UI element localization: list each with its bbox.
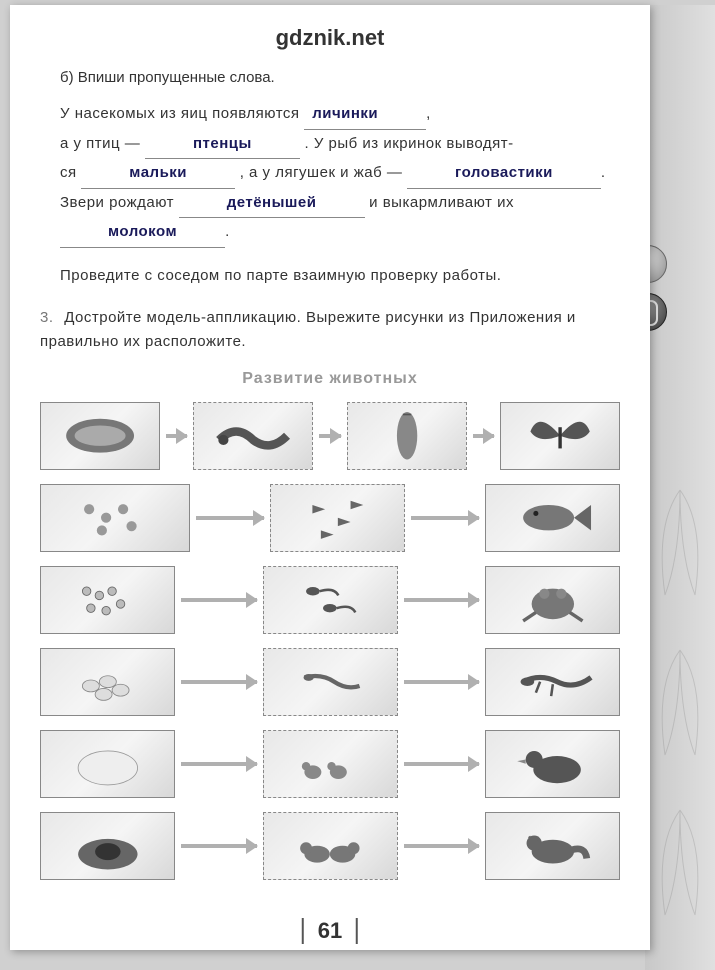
answer-2: птенцы: [185, 130, 260, 160]
blank: [386, 100, 426, 130]
site-header: gdznik.net: [40, 25, 620, 51]
answer-3: мальки: [121, 159, 195, 189]
stage-fox: [485, 812, 620, 880]
stage-frog-eggs: [40, 566, 175, 634]
diagram-row: [40, 728, 620, 800]
arrow-icon: [473, 434, 494, 438]
diagram-row: [40, 646, 620, 718]
blank: [185, 218, 225, 248]
task-3-text: Достройте модель-аппликацию. Вырежите ри…: [40, 309, 576, 350]
task-b-label: б) Впиши пропущенные слова.: [40, 69, 620, 86]
side-decoration: [645, 5, 715, 970]
answer-1: личинки: [304, 100, 386, 130]
fill-in-paragraph: У насекомых из яиц появляются личинки , …: [40, 100, 620, 248]
stage-fox-cubs: [263, 812, 398, 880]
diagram-row: [40, 564, 620, 636]
stage-butterfly: [500, 402, 620, 470]
stage-fish-eggs: [40, 484, 190, 552]
diagram-title: Развитие животных: [40, 370, 620, 388]
arrow-icon: [181, 844, 257, 848]
stage-lizard-eggs: [40, 648, 175, 716]
development-diagram: [40, 400, 620, 882]
arrow-icon: [319, 434, 340, 438]
blank: [60, 218, 100, 248]
stage-butterfly-eggs: [40, 402, 160, 470]
answer-4: головастики: [447, 159, 561, 189]
stage-fox-den: [40, 812, 175, 880]
text-fragment: Звери рождают: [60, 194, 174, 211]
text-fragment: , а у лягушек и жаб —: [240, 164, 403, 181]
arrow-icon: [404, 598, 480, 602]
arrow-icon: [404, 844, 480, 848]
blank: [195, 159, 235, 189]
blank: [561, 159, 601, 189]
diagram-row: [40, 482, 620, 554]
blank: [81, 159, 121, 189]
blank: [407, 159, 447, 189]
text-fragment: . У рыб из икринок выводят-: [305, 135, 514, 152]
answer-5: детёнышей: [219, 189, 325, 219]
stage-young-lizards: [263, 648, 398, 716]
arrow-icon: [404, 762, 480, 766]
text-fragment: и выкармливают их: [369, 194, 514, 211]
stage-frog: [485, 566, 620, 634]
arrow-icon: [181, 598, 257, 602]
stage-ducklings: [263, 730, 398, 798]
text-fragment: а у птиц —: [60, 135, 140, 152]
stage-duck: [485, 730, 620, 798]
answer-6: молоком: [100, 218, 185, 248]
page-number: 61: [302, 918, 358, 944]
diagram-row: [40, 810, 620, 882]
text-fragment: ся: [60, 164, 77, 181]
stage-fry: [270, 484, 405, 552]
stage-caterpillar: [193, 402, 313, 470]
text-fragment: У насекомых из яиц появляются: [60, 105, 300, 122]
task-3: 3. Достройте модель-аппликацию. Вырежите…: [40, 306, 620, 354]
workbook-page: gdznik.net б) Впиши пропущенные слова. У…: [10, 5, 650, 950]
arrow-icon: [404, 680, 480, 684]
diagram-row: [40, 400, 620, 472]
blank: [145, 130, 185, 160]
stage-duck-eggs: [40, 730, 175, 798]
stage-pupa: [347, 402, 467, 470]
arrow-icon: [196, 516, 264, 520]
arrow-icon: [181, 680, 257, 684]
arrow-icon: [166, 434, 187, 438]
blank: [179, 189, 219, 219]
stage-tadpoles: [263, 566, 398, 634]
arrow-icon: [181, 762, 257, 766]
task-number: 3.: [40, 309, 54, 326]
blank: [325, 189, 365, 219]
stage-fish: [485, 484, 620, 552]
stage-lizard: [485, 648, 620, 716]
blank: [260, 130, 300, 160]
peer-check-instruction: Проведите с соседом по парте взаимную пр…: [40, 264, 620, 288]
arrow-icon: [411, 516, 479, 520]
